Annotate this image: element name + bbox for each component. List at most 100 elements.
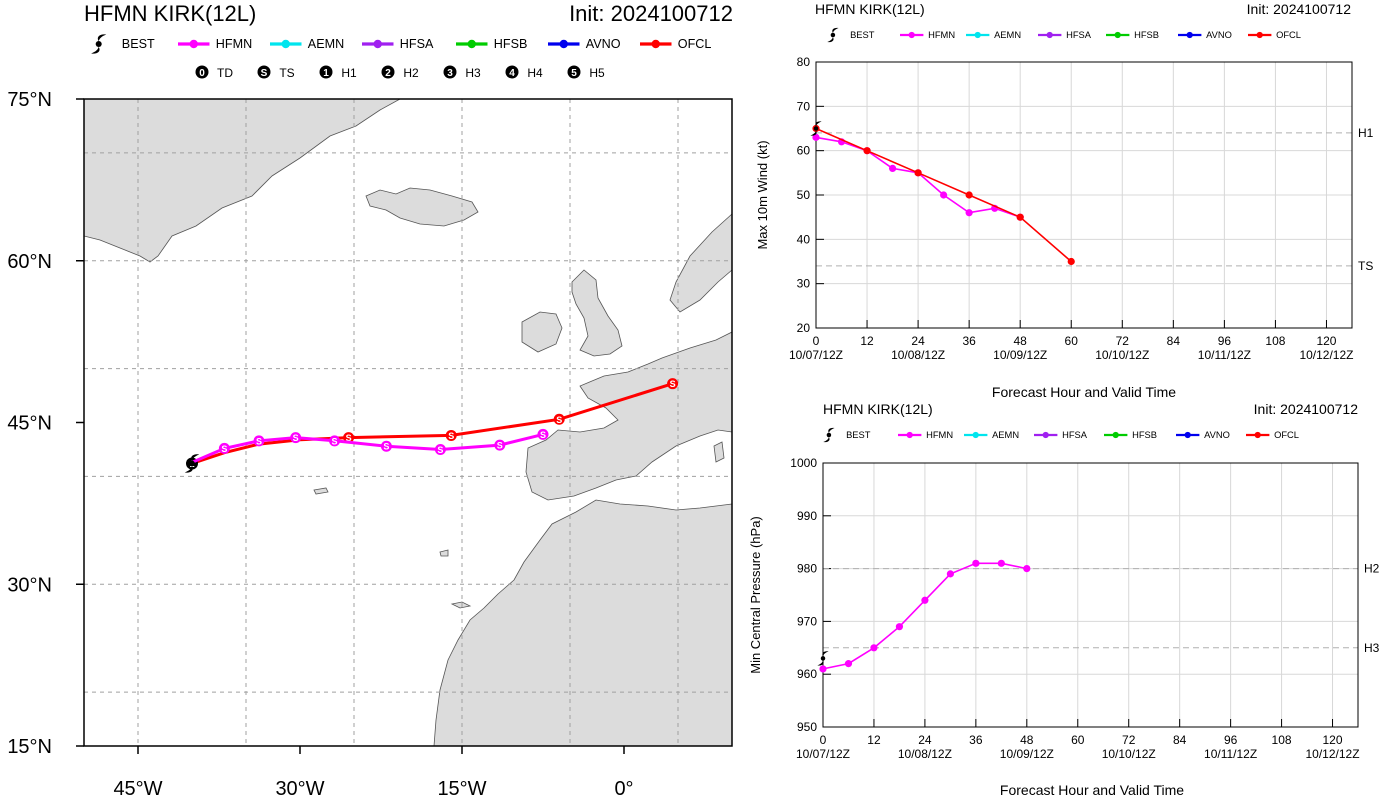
valid-time-label: 10/07/12Z xyxy=(789,348,843,362)
corsica-land xyxy=(713,441,725,463)
x-tick-label: 12 xyxy=(867,733,881,747)
intensity-symbol-char: S xyxy=(261,68,268,79)
track-point-symbol: S xyxy=(540,430,546,440)
series-point-ofcl xyxy=(965,191,973,199)
legend-label-avno: AVNO xyxy=(586,37,621,51)
intensity-symbol-char: 2 xyxy=(385,68,391,79)
track-point-symbol: S xyxy=(383,442,389,452)
track-point-symbol: S xyxy=(448,431,454,441)
pressure-init: Init: 2024100712 xyxy=(1254,401,1359,417)
series-point-ofcl xyxy=(914,169,922,177)
x-tick-label: 108 xyxy=(1272,733,1292,747)
legend-label-hfsa: HFSA xyxy=(1066,30,1092,40)
cyclone-arm xyxy=(822,651,829,657)
valid-time-label: 10/07/12Z xyxy=(796,747,850,761)
legend-label-hfsb: HFSB xyxy=(1134,30,1159,40)
legend-label-hfsa: HFSA xyxy=(400,37,434,51)
track-point-symbol: S xyxy=(437,445,443,455)
pressure-title: HFMN KIRK(12L) xyxy=(823,401,933,417)
map-lat-tick-label: 45°N xyxy=(7,413,52,435)
track-point-ofcl xyxy=(667,378,679,390)
best-legend-icon xyxy=(827,27,839,43)
cyclone-arm xyxy=(191,454,200,461)
x-tick-label: 0 xyxy=(820,733,827,747)
x-tick-label: 48 xyxy=(1020,733,1034,747)
map-title: HFMN KIRK(12L) xyxy=(84,1,256,26)
legend-marker-hfmn xyxy=(906,431,913,439)
legend-label-ofcl: OFCL xyxy=(1276,30,1301,40)
cyclone-arm xyxy=(817,660,824,666)
intensity-label: H4 xyxy=(527,66,543,80)
y-tick-label: 1000 xyxy=(790,456,817,470)
track-point-symbol: S xyxy=(670,379,676,389)
x-tick-label: 60 xyxy=(1071,733,1085,747)
legend-marker-avno xyxy=(1186,31,1193,39)
cyclone-arm xyxy=(184,466,193,473)
wind-chart: 0 12 24 36 48 60 72 84 96 108 120 20 30 40 50 60 70 80 10/… xyxy=(789,55,1374,362)
track-point-hfmn xyxy=(329,435,341,447)
valid-time-label: 10/08/12Z xyxy=(898,747,952,761)
track-point-hfmn xyxy=(380,440,392,452)
legend-marker-hfsb xyxy=(467,39,476,49)
legend-label-aemn: AEMN xyxy=(994,30,1021,40)
legend-marker-hfmn xyxy=(189,39,198,49)
cyclone-eye xyxy=(820,656,826,661)
legend-label-aemn: AEMN xyxy=(992,430,1019,440)
ref-line-label: H1 xyxy=(1358,126,1374,140)
y-tick-label: 990 xyxy=(797,509,817,523)
cyclone-arm xyxy=(832,27,839,33)
y-tick-label: 30 xyxy=(797,277,811,291)
wind-panel: HFMN KIRK(12L) Init: 2024100712 BEST HFMN… xyxy=(755,1,1374,400)
wind-legend: BEST HFMN AEMN HFSA HFSB AVNO OFCL xyxy=(827,27,1301,43)
plot-area xyxy=(823,463,1358,727)
map-lat-tick-label: 30°N xyxy=(7,574,52,596)
valid-time-label: 10/10/12Z xyxy=(1102,747,1156,761)
legend-marker-aemn xyxy=(281,39,290,49)
track-point-hfmn xyxy=(434,443,446,455)
map-lat-tick-label: 75°N xyxy=(7,89,52,111)
map-panel: HFMN KIRK(12L) Init: 2024100712 BEST HFMN… xyxy=(7,1,733,800)
legend-marker-ofcl xyxy=(651,39,660,49)
map-legend: BEST HFMN AEMN HFSA HFSB AVNO OFCL xyxy=(91,34,711,54)
pressure-xlabel: Forecast Hour and Valid Time xyxy=(1000,782,1184,798)
legend-marker-aemn xyxy=(972,431,979,439)
intensity-symbol xyxy=(443,65,457,79)
map-lon-tick-label: 0° xyxy=(614,778,633,800)
x-tick-label: 96 xyxy=(1218,334,1232,348)
series-point-ofcl xyxy=(1016,213,1024,221)
intensity-symbol-char: 4 xyxy=(509,68,515,79)
legend-label-ofcl: OFCL xyxy=(1274,430,1299,440)
series-point-hfmn xyxy=(844,660,853,668)
wind-ylabel: Max 10m Wind (kt) xyxy=(755,140,770,249)
series-point-hfmn xyxy=(812,133,820,141)
cyclone-arm xyxy=(810,130,817,136)
y-tick-label: 70 xyxy=(797,99,811,113)
cyclone-arm xyxy=(828,427,835,433)
madeira-island xyxy=(439,549,449,557)
track-point-hfmn xyxy=(290,432,302,444)
iceland-land xyxy=(365,187,479,227)
legend-label-hfsa: HFSA xyxy=(1062,430,1088,440)
map-lat-tick-label: 15°N xyxy=(7,736,52,758)
track-point-hfmn xyxy=(537,428,549,440)
wind-init: Init: 2024100712 xyxy=(1247,1,1352,17)
x-tick-label: 48 xyxy=(1014,334,1028,348)
track-point-hfmn xyxy=(494,439,506,451)
track-point-hfmn xyxy=(218,442,230,454)
map-lon-tick-label: 45°W xyxy=(113,778,162,800)
ref-line-label: H2 xyxy=(1364,562,1380,576)
track-point-ofcl xyxy=(343,432,355,444)
legend-marker-hfsb xyxy=(1112,431,1119,439)
map-grid xyxy=(84,99,732,746)
x-tick-label: 0 xyxy=(813,334,820,348)
y-tick-label: 960 xyxy=(797,667,817,681)
map-init: Init: 2024100712 xyxy=(569,1,733,26)
y-tick-label: 980 xyxy=(797,562,817,576)
africa-land xyxy=(433,499,732,746)
track-point-symbol: S xyxy=(497,441,503,451)
legend-marker-avno xyxy=(1184,431,1191,439)
y-tick-label: 40 xyxy=(797,232,811,246)
map-lon-tick-label: 30°W xyxy=(275,778,324,800)
valid-time-label: 10/10/12Z xyxy=(1095,348,1149,362)
